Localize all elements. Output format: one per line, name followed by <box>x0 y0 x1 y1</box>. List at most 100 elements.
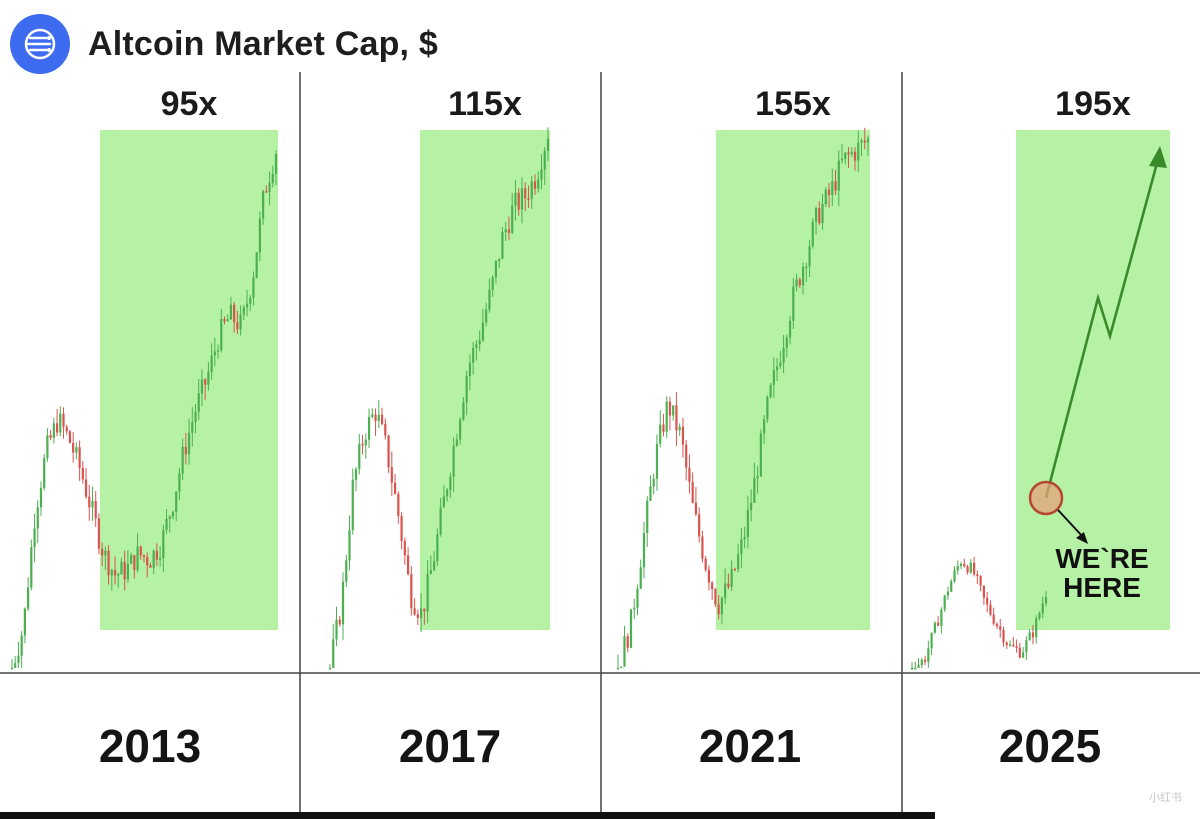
candle-body-2017 <box>494 261 498 278</box>
candle-body-2013 <box>120 561 123 575</box>
candle-body-2017 <box>420 608 423 619</box>
candle-body-2013 <box>187 432 191 455</box>
candle-body-2021 <box>746 509 749 537</box>
candle-body-2025 <box>992 614 995 624</box>
candle-body-2013 <box>43 458 46 489</box>
candle-body-2021 <box>769 385 772 397</box>
candle-body-2021 <box>834 181 837 191</box>
candle-body-2013 <box>104 550 107 556</box>
candle-body-2021 <box>652 478 655 487</box>
candle-body-2013 <box>262 191 265 219</box>
candle-body-2021 <box>798 279 801 286</box>
candle-body-2017 <box>465 375 468 403</box>
candle-body-2025 <box>1038 613 1041 619</box>
candle-body-2017 <box>400 516 403 541</box>
candle-body-2017 <box>423 608 426 612</box>
candle-body-2025 <box>940 609 943 626</box>
candle-body-2021 <box>636 588 639 608</box>
candle-body-2025 <box>1012 644 1015 647</box>
candle-body-2017 <box>543 150 546 170</box>
candle-body-2021 <box>750 502 753 510</box>
candle-body-2017 <box>361 443 364 446</box>
candle-body-2017 <box>462 402 465 420</box>
candle-body-2013 <box>84 479 88 497</box>
candle-body-2021 <box>844 152 847 159</box>
candle-body-2025 <box>1031 632 1035 638</box>
candle-body-2017 <box>455 439 458 446</box>
annotation-pointer <box>1057 509 1085 539</box>
candle-body-2013 <box>17 655 20 664</box>
candle-body-2021 <box>824 189 827 205</box>
candle-body-2013 <box>220 318 223 351</box>
candle-body-2025 <box>1018 647 1021 658</box>
candle-body-2025 <box>1002 629 1005 643</box>
candle-body-2017 <box>380 414 384 425</box>
candle-body-2021 <box>733 568 736 571</box>
candle-body-2013 <box>168 516 171 519</box>
candle-body-2021 <box>714 589 717 605</box>
candle-body-2013 <box>229 304 233 320</box>
candle-body-2025 <box>986 597 989 605</box>
candle-body-2013 <box>59 413 62 433</box>
candle-body-2013 <box>39 488 43 508</box>
candle-body-2021 <box>642 533 646 568</box>
year-label-2013: 2013 <box>99 720 201 772</box>
candle-body-2013 <box>252 277 255 298</box>
data-streams-icon <box>10 14 70 74</box>
candle-body-2025 <box>933 622 936 633</box>
candle-body-2021 <box>717 604 720 615</box>
current-position-marker <box>1028 480 1064 516</box>
candle-body-2021 <box>698 514 701 537</box>
candle-body-2013 <box>200 379 204 394</box>
candle-body-2021 <box>840 158 844 161</box>
candle-body-2017 <box>433 561 436 571</box>
candle-body-2017 <box>459 419 462 440</box>
candle-body-2021 <box>860 140 863 143</box>
candle-body-2017 <box>537 179 540 189</box>
candle-body-2017 <box>504 229 507 233</box>
candle-body-2013 <box>191 422 194 433</box>
annotation-pointer-head <box>1076 532 1088 544</box>
candle-body-2021 <box>655 443 659 479</box>
candle-body-2017 <box>348 530 351 561</box>
candle-body-2017 <box>439 507 442 535</box>
candle-body-2025 <box>927 648 930 662</box>
candle-body-2021 <box>633 607 636 610</box>
candle-body-2013 <box>36 507 39 529</box>
candle-body-2017 <box>413 608 416 615</box>
candle-body-2021 <box>649 486 652 501</box>
candle-body-2013 <box>113 569 117 576</box>
candle-body-2021 <box>788 320 792 338</box>
candle-body-2025 <box>1008 644 1012 647</box>
candle-body-2013 <box>274 154 278 174</box>
candle-body-2025 <box>989 604 992 615</box>
candle-body-2013 <box>91 500 94 508</box>
candle-body-2013 <box>175 491 178 512</box>
candle-body-2017 <box>511 205 514 233</box>
candle-body-2013 <box>171 511 175 517</box>
candle-body-2017 <box>501 232 504 259</box>
candle-body-2021 <box>626 636 629 648</box>
candle-body-2017 <box>507 229 511 233</box>
candle-body-2013 <box>239 314 242 330</box>
candle-body-2017 <box>429 570 432 574</box>
candle-body-2025 <box>914 668 917 670</box>
candle-body-2017 <box>514 192 517 206</box>
candle-body-2021 <box>753 478 756 503</box>
candle-body-2025 <box>920 659 923 665</box>
candle-body-2013 <box>165 518 168 530</box>
candle-body-2025 <box>972 562 976 575</box>
candle-body-2025 <box>982 585 986 598</box>
candle-body-2021 <box>707 569 711 583</box>
candle-body-2013 <box>123 561 126 580</box>
candle-body-2013 <box>236 322 239 330</box>
candle-body-2021 <box>727 583 730 588</box>
candle-body-2017 <box>520 188 524 210</box>
candle-body-2017 <box>517 192 520 210</box>
candle-body-2021 <box>775 366 779 371</box>
candle-body-2013 <box>10 668 14 670</box>
candle-body-2025 <box>930 632 933 649</box>
candle-body-2017 <box>485 309 488 323</box>
candle-body-2017 <box>426 573 429 612</box>
year-label-2021: 2021 <box>699 720 801 772</box>
